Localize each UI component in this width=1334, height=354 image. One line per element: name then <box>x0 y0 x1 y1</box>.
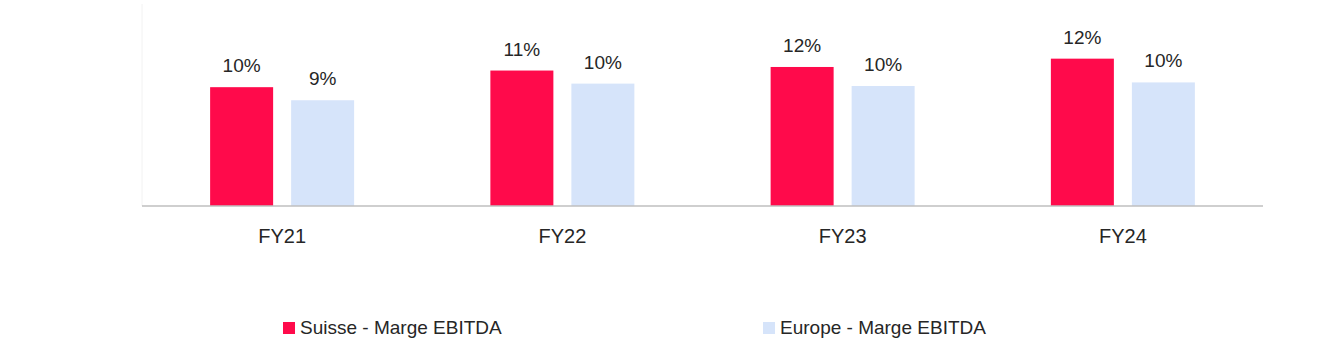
data-label: 10% <box>223 55 261 76</box>
data-label: 12% <box>1063 27 1101 48</box>
bar <box>210 87 273 206</box>
bar <box>852 86 915 206</box>
data-label: 11% <box>504 39 541 60</box>
x-tick-label: FY23 <box>819 225 867 247</box>
chart-container: 10% 11% 12% 12% 9% 10% 10% 10% FY21 FY22 FY23 FY24 S… <box>0 0 1334 354</box>
data-label: 10% <box>1144 50 1182 71</box>
bar <box>771 67 834 206</box>
legend: Suisse - Marge EBITDA Europe - Marge EBIT… <box>283 317 986 338</box>
x-axis-line <box>142 205 1263 206</box>
x-tick-label: FY22 <box>538 225 586 247</box>
legend-swatch <box>763 322 775 334</box>
bar <box>1051 59 1114 206</box>
legend-label: Europe - Marge EBITDA <box>780 317 986 338</box>
data-labels: 10% 11% 12% 12% 9% 10% 10% 10% <box>223 27 1183 90</box>
x-tick-label: FY24 <box>1099 225 1147 247</box>
x-tick-label: FY21 <box>258 225 306 247</box>
bar <box>571 84 634 206</box>
legend-label: Suisse - Marge EBITDA <box>300 317 502 338</box>
bar <box>490 71 553 206</box>
data-label: 9% <box>309 68 337 89</box>
bar <box>291 100 354 206</box>
y-axis-line <box>142 4 143 206</box>
chart-svg: 10% 11% 12% 12% 9% 10% 10% 10% FY21 FY22 FY23 FY24 S… <box>0 0 1334 354</box>
legend-swatch <box>283 322 295 334</box>
data-label: 10% <box>864 54 902 75</box>
data-label: 12% <box>783 35 821 56</box>
bar <box>1132 82 1195 206</box>
bars <box>210 59 1195 206</box>
data-label: 10% <box>584 52 622 73</box>
